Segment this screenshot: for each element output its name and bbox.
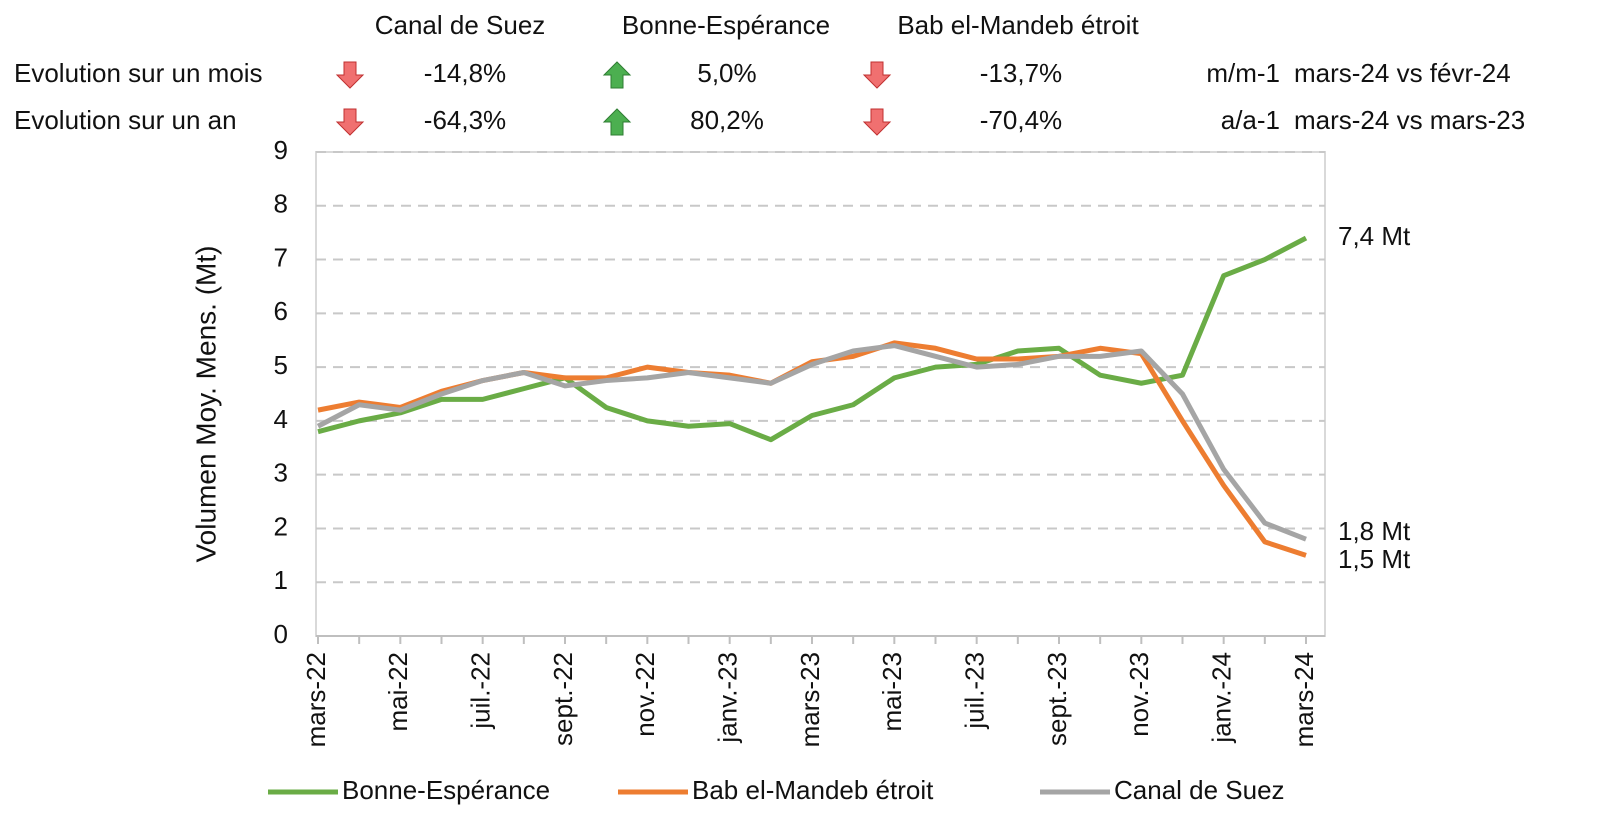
end-label: 1,8 Mt bbox=[1338, 516, 1411, 546]
arrow-icon bbox=[602, 61, 632, 89]
x-tick-label: sept.-23 bbox=[1042, 652, 1072, 746]
end-label: 7,4 Mt bbox=[1338, 221, 1411, 251]
x-tick-label: janv.-24 bbox=[1207, 652, 1237, 744]
arrow-icon bbox=[862, 108, 892, 136]
period: mars-24 vs févr-24 bbox=[1294, 58, 1511, 88]
cell-value: -13,7% bbox=[980, 58, 1062, 88]
column-header: Bab el-Mandeb étroit bbox=[897, 10, 1139, 40]
y-tick-label: 1 bbox=[274, 565, 288, 595]
y-axis-label: Volumen Moy. Mens. (Mt) bbox=[190, 246, 221, 563]
row-label: Evolution sur un an bbox=[14, 105, 237, 135]
column-header: Bonne-Espérance bbox=[622, 10, 830, 40]
cell-value: -70,4% bbox=[980, 105, 1062, 135]
x-tick-label: nov.-23 bbox=[1124, 652, 1154, 737]
series-line bbox=[317, 235, 1308, 443]
legend-label: Bab el-Mandeb étroit bbox=[692, 775, 934, 805]
legend-label: Canal de Suez bbox=[1114, 775, 1285, 805]
cell-value: 80,2% bbox=[690, 105, 764, 135]
cell-value: -14,8% bbox=[424, 58, 506, 88]
y-tick-label: 4 bbox=[274, 404, 288, 434]
x-tick-label: juil.-22 bbox=[466, 652, 496, 730]
end-label: 1,5 Mt bbox=[1338, 544, 1411, 574]
measure: a/a-1 bbox=[1221, 105, 1280, 135]
x-tick-label: mai-22 bbox=[383, 652, 413, 731]
y-tick-label: 6 bbox=[274, 296, 288, 326]
arrow-icon bbox=[335, 61, 365, 89]
x-tick-label: mars-23 bbox=[795, 652, 825, 747]
series-line bbox=[317, 340, 1307, 558]
y-tick-label: 3 bbox=[274, 458, 288, 488]
y-tick-label: 2 bbox=[274, 511, 288, 541]
y-tick-label: 0 bbox=[274, 619, 288, 649]
x-tick-label: juil.-23 bbox=[960, 652, 990, 730]
period: mars-24 vs mars-23 bbox=[1294, 105, 1525, 135]
arrow-icon bbox=[602, 108, 632, 136]
x-tick-label: janv.-23 bbox=[713, 652, 743, 744]
x-tick-label: nov.-22 bbox=[630, 652, 660, 737]
column-header: Canal de Suez bbox=[375, 10, 546, 40]
y-tick-label: 7 bbox=[274, 242, 288, 272]
row-label: Evolution sur un mois bbox=[14, 58, 263, 88]
arrow-icon bbox=[335, 108, 365, 136]
x-tick-label: mars-24 bbox=[1289, 652, 1319, 747]
x-tick-label: mars-22 bbox=[301, 652, 331, 747]
measure: m/m-1 bbox=[1206, 58, 1280, 88]
y-tick-label: 9 bbox=[274, 135, 288, 165]
legend-label: Bonne-Espérance bbox=[342, 775, 550, 805]
plot-frame bbox=[315, 151, 1326, 637]
cell-value: 5,0% bbox=[697, 58, 756, 88]
x-tick-label: mai-23 bbox=[877, 652, 907, 731]
cell-value: -64,3% bbox=[424, 105, 506, 135]
arrow-icon bbox=[862, 61, 892, 89]
y-tick-label: 8 bbox=[274, 189, 288, 219]
y-tick-label: 5 bbox=[274, 350, 288, 380]
series-line bbox=[316, 343, 1307, 542]
x-tick-label: sept.-22 bbox=[548, 652, 578, 746]
